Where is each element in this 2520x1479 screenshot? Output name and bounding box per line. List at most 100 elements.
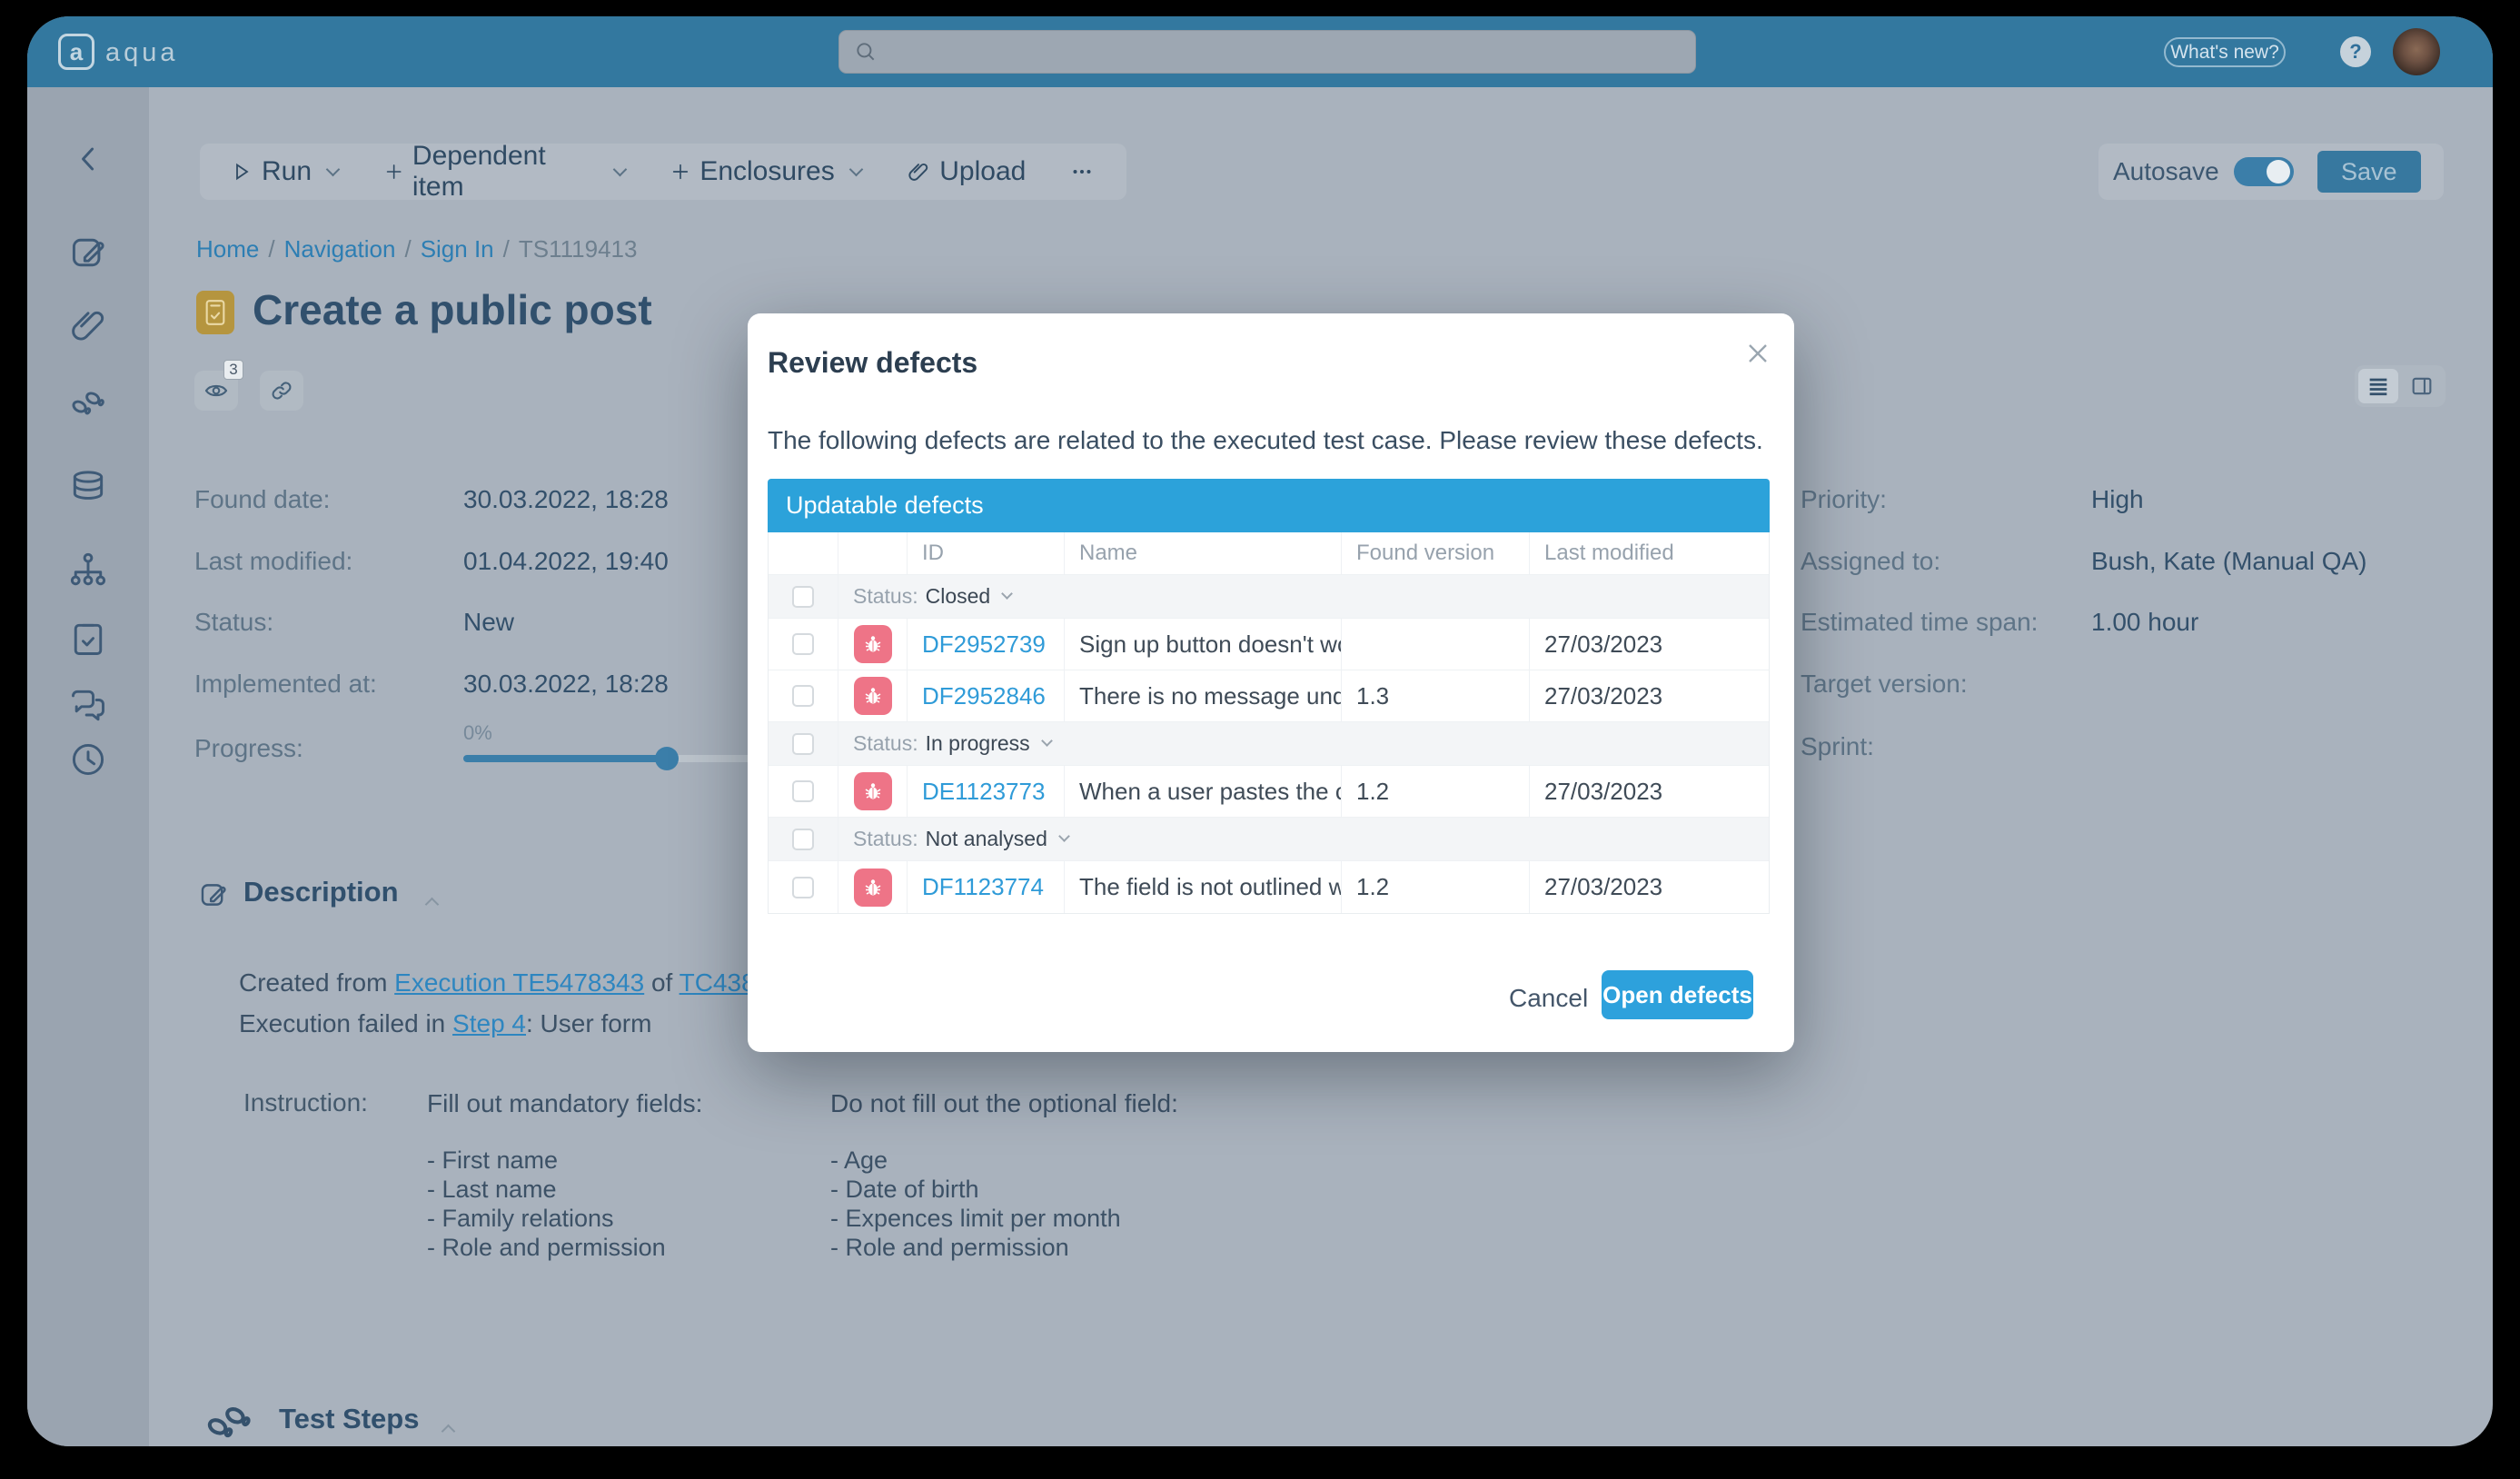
top-bar: a aqua What's new? ? xyxy=(27,16,2493,87)
test-steps-icon[interactable] xyxy=(68,384,108,424)
whats-new-button[interactable]: What's new? xyxy=(2164,37,2286,67)
group-row-in-progress[interactable]: Status: In progress xyxy=(769,722,1769,766)
row-checkbox[interactable] xyxy=(792,780,814,802)
search-input[interactable] xyxy=(878,39,1695,65)
execution-link[interactable]: Execution TE5478343 xyxy=(394,968,645,997)
status-value: New xyxy=(463,608,515,636)
hierarchy-icon[interactable] xyxy=(68,550,108,590)
defect-last-modified: 27/03/2023 xyxy=(1544,873,1663,900)
last-modified-label: Last modified: xyxy=(194,547,353,575)
breadcrumb-home[interactable]: Home xyxy=(196,235,260,263)
col-found-version: Found version xyxy=(1342,532,1530,574)
instruction-optional-column: Do not fill out the optional field: - Ag… xyxy=(830,1089,1221,1262)
list-item: - Family relations xyxy=(427,1205,614,1232)
row-checkbox[interactable] xyxy=(792,633,814,655)
page-title: Create a public post xyxy=(253,286,652,333)
defect-row[interactable]: DE1123773 When a user pastes the copi...… xyxy=(769,766,1769,818)
instruction-label: Instruction: xyxy=(243,1088,368,1117)
defect-id-link[interactable]: DE1123773 xyxy=(922,777,1046,805)
upload-button[interactable]: Upload xyxy=(907,156,1026,187)
chevron-down-icon[interactable] xyxy=(1057,830,1070,842)
bug-icon xyxy=(853,625,892,663)
assigned-to-value: Bush, Kate (Manual QA) xyxy=(2091,547,2367,575)
group-checkbox[interactable] xyxy=(792,828,814,850)
chevron-down-icon[interactable] xyxy=(1001,588,1014,600)
edit-icon[interactable] xyxy=(68,233,108,273)
list-item: - Expences limit per month xyxy=(830,1205,1121,1232)
save-button[interactable]: Save xyxy=(2317,151,2421,193)
breadcrumb-navigation[interactable]: Navigation xyxy=(283,235,396,263)
breadcrumb-sign-in[interactable]: Sign In xyxy=(420,235,494,263)
list-item: - Last name xyxy=(427,1176,557,1203)
defect-id-link[interactable]: DF1123774 xyxy=(922,873,1044,900)
dependent-item-button[interactable]: Dependent item xyxy=(384,141,628,203)
help-button[interactable]: ? xyxy=(2340,36,2371,67)
comments-icon[interactable] xyxy=(68,685,108,725)
defect-name: When a user pastes the copi... xyxy=(1065,766,1342,817)
instruction-mandatory-column: Fill out mandatory fields: - First name … xyxy=(427,1089,818,1262)
defect-id-link[interactable]: DF2952846 xyxy=(922,681,1046,710)
chevron-down-icon[interactable] xyxy=(1040,735,1053,747)
row-checkbox[interactable] xyxy=(792,685,814,707)
defect-name: There is no message under t... xyxy=(1065,670,1342,721)
assigned-to-label: Assigned to: xyxy=(1801,547,1941,575)
breadcrumb: Home / Navigation / Sign In / TS1119413 xyxy=(196,235,638,263)
history-icon[interactable] xyxy=(68,740,108,779)
progress-slider-knob[interactable] xyxy=(655,747,679,770)
copy-link-button[interactable] xyxy=(260,371,303,411)
collapse-description-icon[interactable] xyxy=(424,897,440,912)
enclosures-button[interactable]: Enclosures xyxy=(670,156,863,187)
col-id: ID xyxy=(908,532,1065,574)
row-checkbox[interactable] xyxy=(792,876,814,898)
defect-found-version: 1.3 xyxy=(1342,670,1530,721)
global-search[interactable] xyxy=(838,30,1696,74)
list-item: - Role and permission xyxy=(830,1234,1069,1261)
description-title: Description xyxy=(243,876,399,908)
autosave-toggle[interactable] xyxy=(2233,157,2294,186)
group-checkbox[interactable] xyxy=(792,585,814,608)
more-button[interactable] xyxy=(1068,158,1096,185)
app-window: a aqua What's new? ? xyxy=(27,16,2493,1446)
list-item: - First name xyxy=(427,1146,559,1174)
defect-last-modified: 27/03/2023 xyxy=(1544,681,1663,710)
group-checkbox[interactable] xyxy=(792,732,814,755)
group-row-closed[interactable]: Status: Closed xyxy=(769,575,1769,619)
database-icon[interactable] xyxy=(68,467,108,507)
bug-icon xyxy=(853,677,892,715)
chevron-down-icon xyxy=(612,162,628,176)
bug-icon xyxy=(853,868,892,907)
col-last-modified: Last modified xyxy=(1544,541,1674,565)
avatar[interactable] xyxy=(2393,28,2440,75)
target-version-label: Target version: xyxy=(1801,670,1968,698)
tasks-icon[interactable] xyxy=(68,619,108,659)
run-button[interactable]: Run xyxy=(231,156,341,187)
found-date-label: Found date: xyxy=(194,485,331,513)
breadcrumb-current: TS1119413 xyxy=(518,235,638,263)
optional-heading: Do not fill out the optional field: xyxy=(830,1089,1178,1117)
collapse-sidebar-icon[interactable] xyxy=(68,139,108,179)
step-link[interactable]: Step 4 xyxy=(452,1009,526,1037)
defect-row[interactable]: DF1123774 The field is not outlined with… xyxy=(769,861,1769,913)
defect-row[interactable]: DF2952739 Sign up button doesn't work 27… xyxy=(769,619,1769,670)
search-icon xyxy=(857,43,875,61)
collapse-test-steps-icon[interactable] xyxy=(441,1424,456,1439)
split-view-button[interactable] xyxy=(2402,369,2442,403)
open-defects-button[interactable]: Open defects xyxy=(1602,970,1753,1019)
col-name: Name xyxy=(1065,532,1342,574)
close-icon[interactable] xyxy=(1741,337,1774,370)
sprint-label: Sprint: xyxy=(1801,732,1874,760)
progress-label: Progress: xyxy=(194,734,303,762)
table-header-row: ID Name Found version Last modified xyxy=(769,532,1769,575)
defect-id-link[interactable]: DF2952739 xyxy=(922,630,1046,658)
description-icon xyxy=(198,879,229,910)
group-row-not-analysed[interactable]: Status: Not analysed xyxy=(769,818,1769,861)
list-view-button[interactable] xyxy=(2358,369,2398,403)
found-date-value: 30.03.2022, 18:28 xyxy=(463,485,669,513)
cancel-button[interactable]: Cancel xyxy=(1509,984,1589,1012)
test-steps-section-icon xyxy=(203,1397,255,1439)
attachments-icon[interactable] xyxy=(68,305,108,345)
view-toggle xyxy=(2355,365,2446,407)
defect-row[interactable]: DF2952846 There is no message under t...… xyxy=(769,670,1769,722)
defect-found-version: 1.2 xyxy=(1342,766,1530,817)
last-modified-value: 01.04.2022, 19:40 xyxy=(463,547,669,575)
